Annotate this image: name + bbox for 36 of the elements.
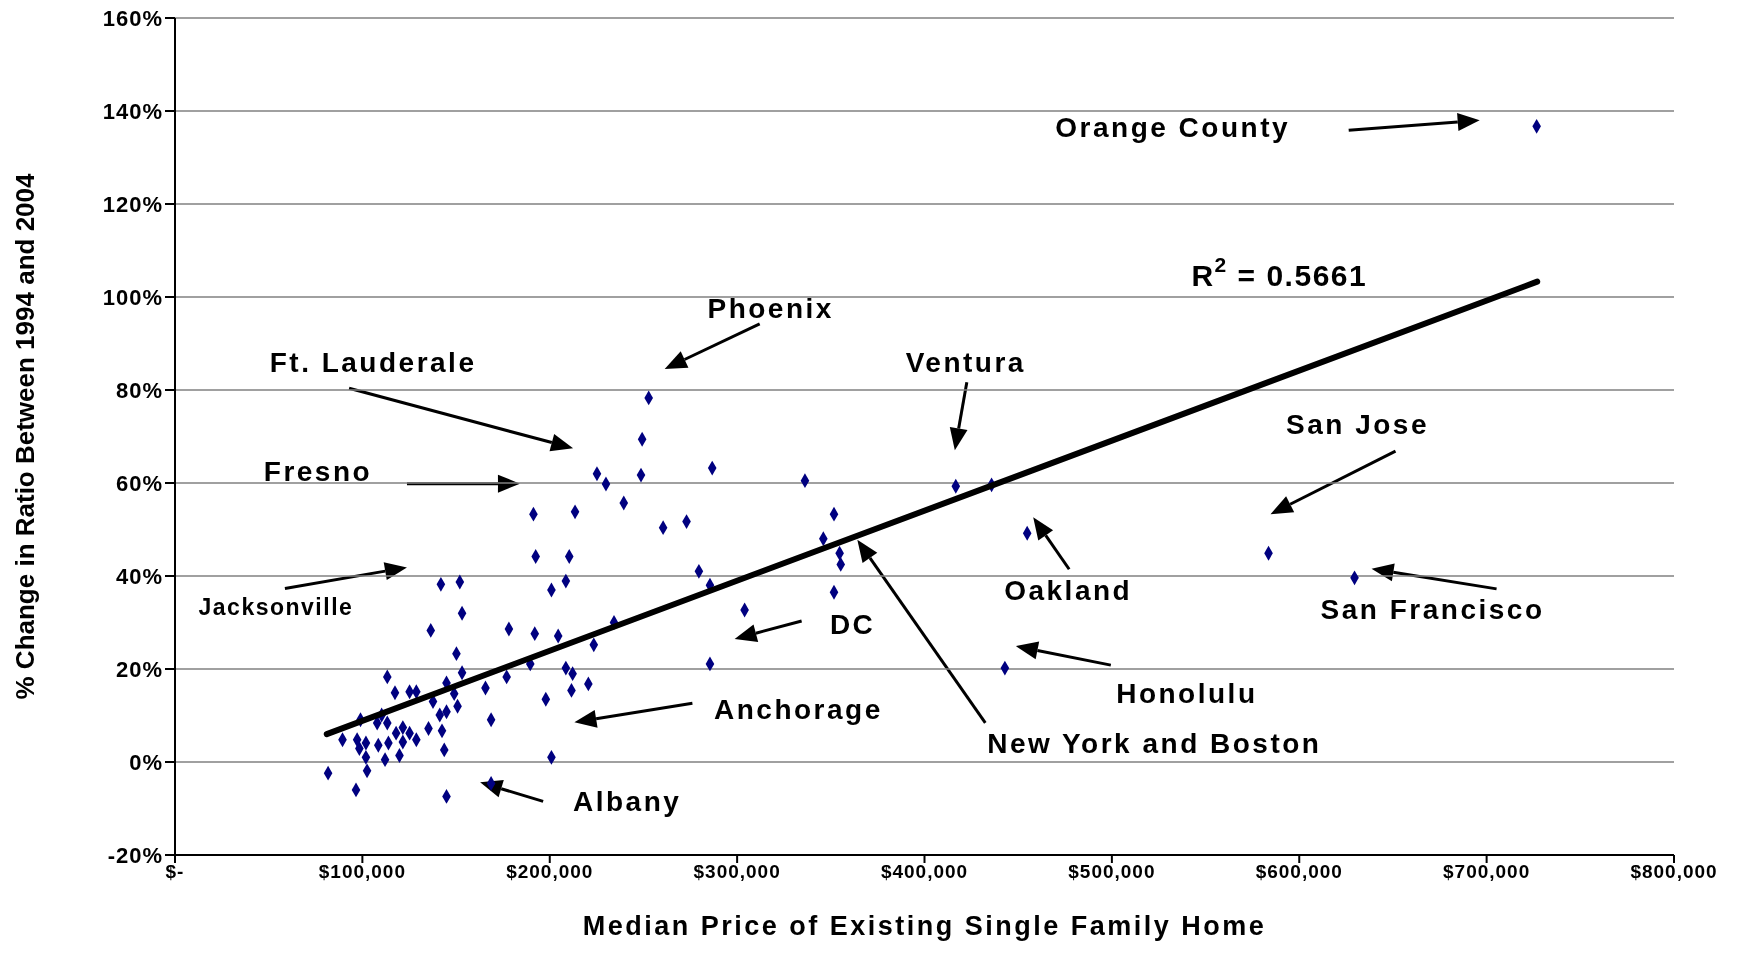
- y-tick-label: 140%: [102, 98, 163, 124]
- x-tick-label: $700,000: [1443, 861, 1531, 883]
- annotation: San Francisco: [1320, 594, 1545, 626]
- x-axis-title: Median Price of Existing Single Family Home: [582, 911, 1267, 941]
- annotation: Fresno: [263, 456, 373, 488]
- annotation: Ventura: [905, 347, 1026, 379]
- x-tick-label: $800,000: [1630, 861, 1718, 883]
- annotation: R$^{2}$ = 0.5661: [1191, 252, 1368, 292]
- x-tick-label: $100,000: [318, 861, 406, 883]
- annotation: DC: [829, 609, 876, 641]
- annotation: Phoenix: [707, 293, 834, 325]
- x-tick-label: $500,000: [1068, 861, 1156, 883]
- annotation: Jacksonville: [198, 594, 354, 621]
- annotation: Honolulu: [1116, 678, 1258, 710]
- annotation: San Jose: [1286, 409, 1429, 441]
- x-tick-label: $400,000: [880, 861, 969, 883]
- annotation: Orange County: [1055, 112, 1291, 144]
- x-tick-label: $-: [165, 861, 185, 883]
- y-tick-label: 40%: [115, 563, 163, 589]
- y-tick-label: 120%: [102, 191, 163, 217]
- y-tick-label: 100%: [102, 284, 163, 310]
- y-tick-label: 80%: [115, 377, 163, 403]
- annotation: New York and Boston: [987, 728, 1322, 760]
- x-tick-label: $200,000: [506, 861, 594, 883]
- y-tick-label: 160%: [102, 5, 163, 31]
- annotation: Albany: [572, 786, 682, 818]
- annotation: Oakland: [1004, 575, 1133, 607]
- y-tick-label: -20%: [107, 842, 163, 868]
- x-tick-label: $300,000: [693, 861, 781, 883]
- annotation: Anchorage: [714, 694, 883, 726]
- y-axis-title: % Change in Ratio Between 1994 and 2004: [10, 172, 41, 700]
- y-tick-label: 60%: [115, 470, 163, 496]
- annotation: Ft. Lauderale: [269, 347, 477, 379]
- y-tick-label: 0%: [129, 749, 163, 775]
- x-tick-label: $600,000: [1255, 861, 1343, 883]
- y-tick-label: 20%: [115, 656, 163, 682]
